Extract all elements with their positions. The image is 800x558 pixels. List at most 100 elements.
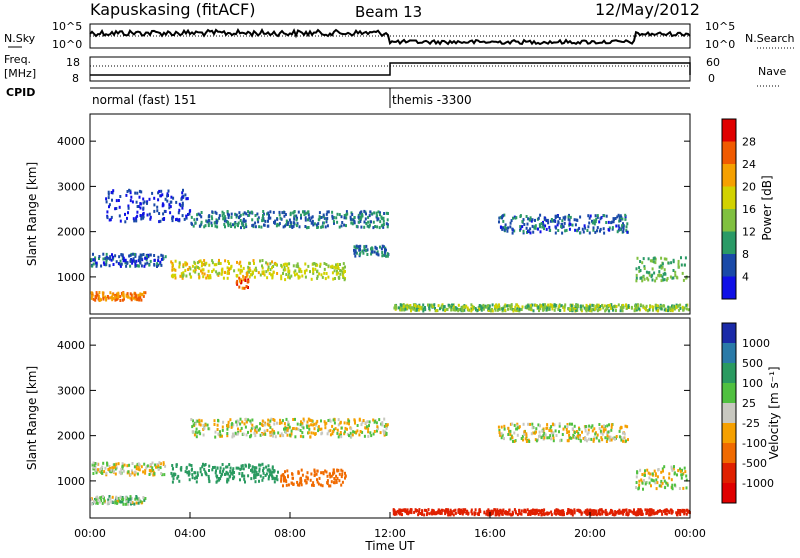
- power-pixel: [569, 308, 572, 311]
- power-pixel: [380, 215, 383, 219]
- velocity-pixel: [286, 469, 289, 473]
- power-pixel: [168, 203, 171, 207]
- velocity-pixel: [232, 423, 235, 427]
- power-pixel: [142, 253, 145, 256]
- power-pixel: [174, 276, 177, 280]
- power-pixel: [90, 296, 93, 300]
- velocity-pixel: [242, 432, 245, 436]
- velocity-pixel: [332, 428, 335, 432]
- velocity-pixel: [290, 429, 293, 433]
- power-pixel: [190, 215, 193, 219]
- power-pixel: [236, 279, 239, 283]
- velocity-pixel: [143, 462, 146, 466]
- velocity-pixel: [528, 509, 531, 513]
- velocity-pixel: [131, 462, 134, 465]
- velocity-pixel: [262, 476, 265, 480]
- power-pixel: [178, 208, 181, 212]
- power-pixel: [478, 304, 481, 307]
- velocity-pixel: [179, 467, 182, 471]
- velocity-pixel: [681, 473, 684, 477]
- velocity-pixel: [610, 425, 613, 429]
- velocity-pixel: [383, 433, 386, 437]
- power-pixel: [305, 268, 308, 272]
- power-pixel: [273, 220, 275, 224]
- velocity-pixel: [268, 423, 271, 427]
- velocity-pixel: [281, 419, 284, 423]
- power-pixel: [588, 307, 591, 311]
- velocity-scatter: [90, 417, 691, 517]
- velocity-pixel: [204, 423, 207, 427]
- power-pixel: [135, 200, 138, 204]
- power-pixel: [313, 222, 316, 226]
- velocity-pixel: [329, 429, 332, 433]
- velocity-pixel: [326, 479, 329, 483]
- power-pixel: [127, 206, 130, 210]
- velocity-pixel: [287, 426, 290, 430]
- power-pixel: [173, 274, 176, 278]
- power-colorbar-label: Power [dB]: [760, 175, 774, 240]
- velocity-pixel: [500, 432, 503, 436]
- power-pixel: [285, 273, 288, 276]
- velocity-pixel: [190, 464, 193, 467]
- power-pixel: [111, 295, 113, 299]
- power-pixel: [98, 297, 101, 301]
- power-pixel: [129, 253, 132, 257]
- velocity-pixel: [348, 434, 350, 438]
- power-pixel: [224, 225, 226, 229]
- power-pixel: [166, 194, 169, 198]
- power-pixel: [519, 214, 522, 218]
- power-pixel: [156, 209, 159, 213]
- velocity-pixel: [610, 438, 613, 442]
- velocity-pixel: [127, 497, 130, 501]
- velocity-pixel: [622, 436, 625, 440]
- velocity-pixel: [550, 425, 553, 429]
- velocity-pixel: [272, 434, 274, 438]
- power-pixel: [339, 269, 342, 272]
- power-pixel: [324, 277, 327, 281]
- power-pixel: [159, 260, 162, 264]
- velocity-pixel: [473, 511, 476, 515]
- power-pixel: [100, 298, 102, 302]
- power-pixel: [598, 308, 601, 311]
- power-pixel: [144, 262, 147, 266]
- power-pixel: [337, 267, 340, 270]
- power-pixel: [522, 229, 525, 233]
- power-pixel: [102, 252, 105, 256]
- power-pixel: [103, 262, 106, 266]
- velocity-pixel: [396, 509, 399, 513]
- power-pixel: [246, 272, 249, 276]
- power-pixel: [264, 219, 267, 223]
- velocity-pixel: [241, 474, 244, 478]
- beam-title: Beam 13: [355, 3, 422, 21]
- power-pixel: [681, 305, 684, 309]
- velocity-pixel: [135, 464, 138, 468]
- velocity-pixel: [199, 432, 202, 436]
- power-pixel: [96, 293, 99, 297]
- power-pixel: [131, 200, 134, 204]
- power-pixel: [242, 219, 245, 223]
- power-pixel: [286, 223, 289, 226]
- power-pixel: [236, 260, 238, 264]
- velocity-pixel: [661, 467, 664, 471]
- power-pixel: [368, 223, 371, 227]
- velocity-pixel: [358, 417, 361, 421]
- power-pixel: [138, 298, 141, 302]
- power-pixel: [117, 199, 120, 202]
- velocity-pixel: [199, 467, 202, 471]
- power-pixel: [157, 191, 160, 195]
- velocity-pixel: [111, 495, 114, 499]
- power-pixel: [241, 286, 244, 290]
- velocity-pixel: [291, 472, 294, 476]
- velocity-pixel: [327, 419, 330, 422]
- power-pixel: [528, 307, 530, 311]
- power-pixel: [119, 299, 122, 302]
- velocity-pixel: [302, 417, 305, 421]
- nsearch-label: N.Search: [745, 32, 795, 45]
- power-pixel: [611, 226, 614, 230]
- velocity-pixel: [306, 476, 309, 480]
- velocity-pixel: [100, 495, 103, 499]
- velocity-pixel: [270, 417, 273, 421]
- power-pixel: [207, 221, 210, 225]
- velocity-pixel: [350, 435, 353, 439]
